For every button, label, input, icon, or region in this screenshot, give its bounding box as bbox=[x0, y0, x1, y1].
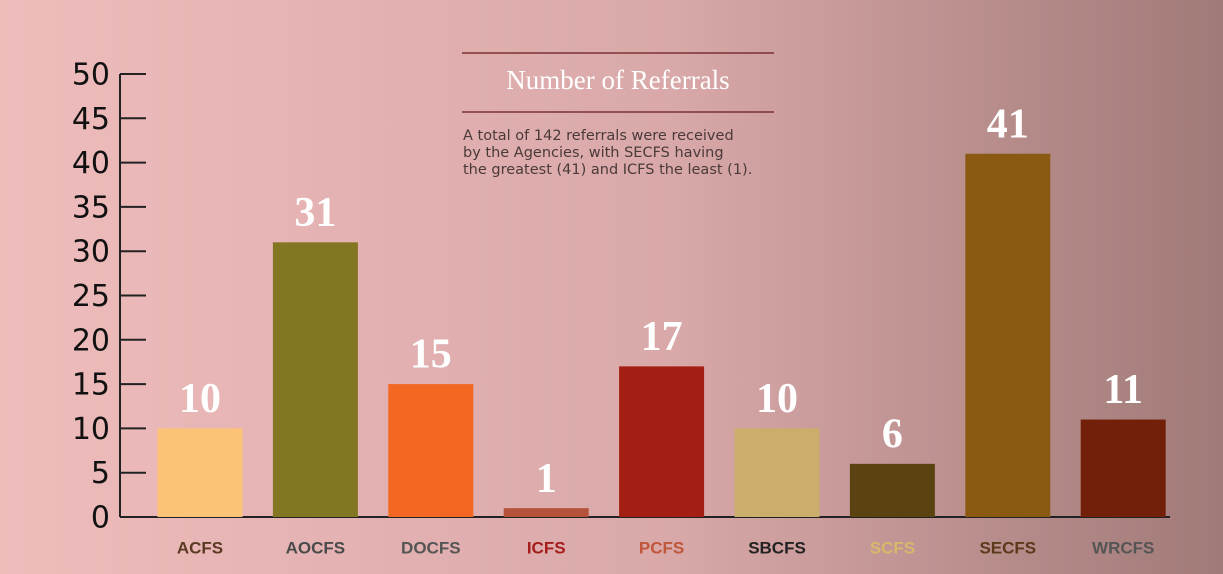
y-tick-label: 20 bbox=[72, 323, 110, 358]
x-tick-label: ICFS bbox=[527, 538, 566, 557]
y-tick-label: 5 bbox=[91, 456, 110, 491]
data-label: 6 bbox=[882, 411, 903, 457]
x-tick-label: ACFS bbox=[177, 538, 223, 557]
y-tick-label: 40 bbox=[72, 146, 110, 181]
x-tick-label: AOCFS bbox=[286, 538, 346, 557]
y-tick-label: 0 bbox=[91, 501, 110, 536]
data-label: 1 bbox=[536, 456, 557, 502]
subtitle: the greatest (41) and ICFS the least (1)… bbox=[463, 162, 752, 178]
x-tick-label: PCFS bbox=[639, 538, 684, 557]
data-label: 15 bbox=[410, 332, 452, 378]
bar bbox=[1080, 419, 1166, 517]
x-tick-label: SECFS bbox=[979, 538, 1036, 557]
y-tick-label: 10 bbox=[72, 412, 110, 447]
bar bbox=[849, 463, 935, 517]
data-label: 11 bbox=[1103, 367, 1143, 413]
y-tick-label: 35 bbox=[72, 190, 110, 225]
y-tick-label: 45 bbox=[72, 102, 110, 137]
subtitle: by the Agencies, with SECFS having bbox=[463, 145, 724, 161]
bar bbox=[388, 384, 474, 517]
y-tick-label: 15 bbox=[72, 368, 110, 403]
y-tick-label: 50 bbox=[72, 58, 110, 93]
data-label: 10 bbox=[756, 376, 798, 422]
bar bbox=[272, 242, 358, 517]
bar bbox=[734, 428, 820, 517]
x-tick-label: WRCFS bbox=[1092, 538, 1154, 557]
bar bbox=[965, 153, 1051, 518]
bar bbox=[619, 366, 705, 517]
data-label: 31 bbox=[294, 190, 336, 236]
x-tick-label: DOCFS bbox=[401, 538, 461, 557]
y-tick-label: 25 bbox=[72, 279, 110, 314]
chart-title: Number of Referrals bbox=[506, 65, 729, 95]
data-label: 41 bbox=[987, 101, 1029, 147]
subtitle: A total of 142 referrals were received bbox=[463, 128, 734, 144]
x-tick-label: SCFS bbox=[870, 538, 915, 557]
data-label: 17 bbox=[641, 314, 683, 360]
y-tick-label: 30 bbox=[72, 235, 110, 270]
x-tick-label: SBCFS bbox=[748, 538, 806, 557]
data-label: 10 bbox=[179, 376, 221, 422]
bar bbox=[503, 508, 589, 517]
bar bbox=[157, 428, 243, 517]
